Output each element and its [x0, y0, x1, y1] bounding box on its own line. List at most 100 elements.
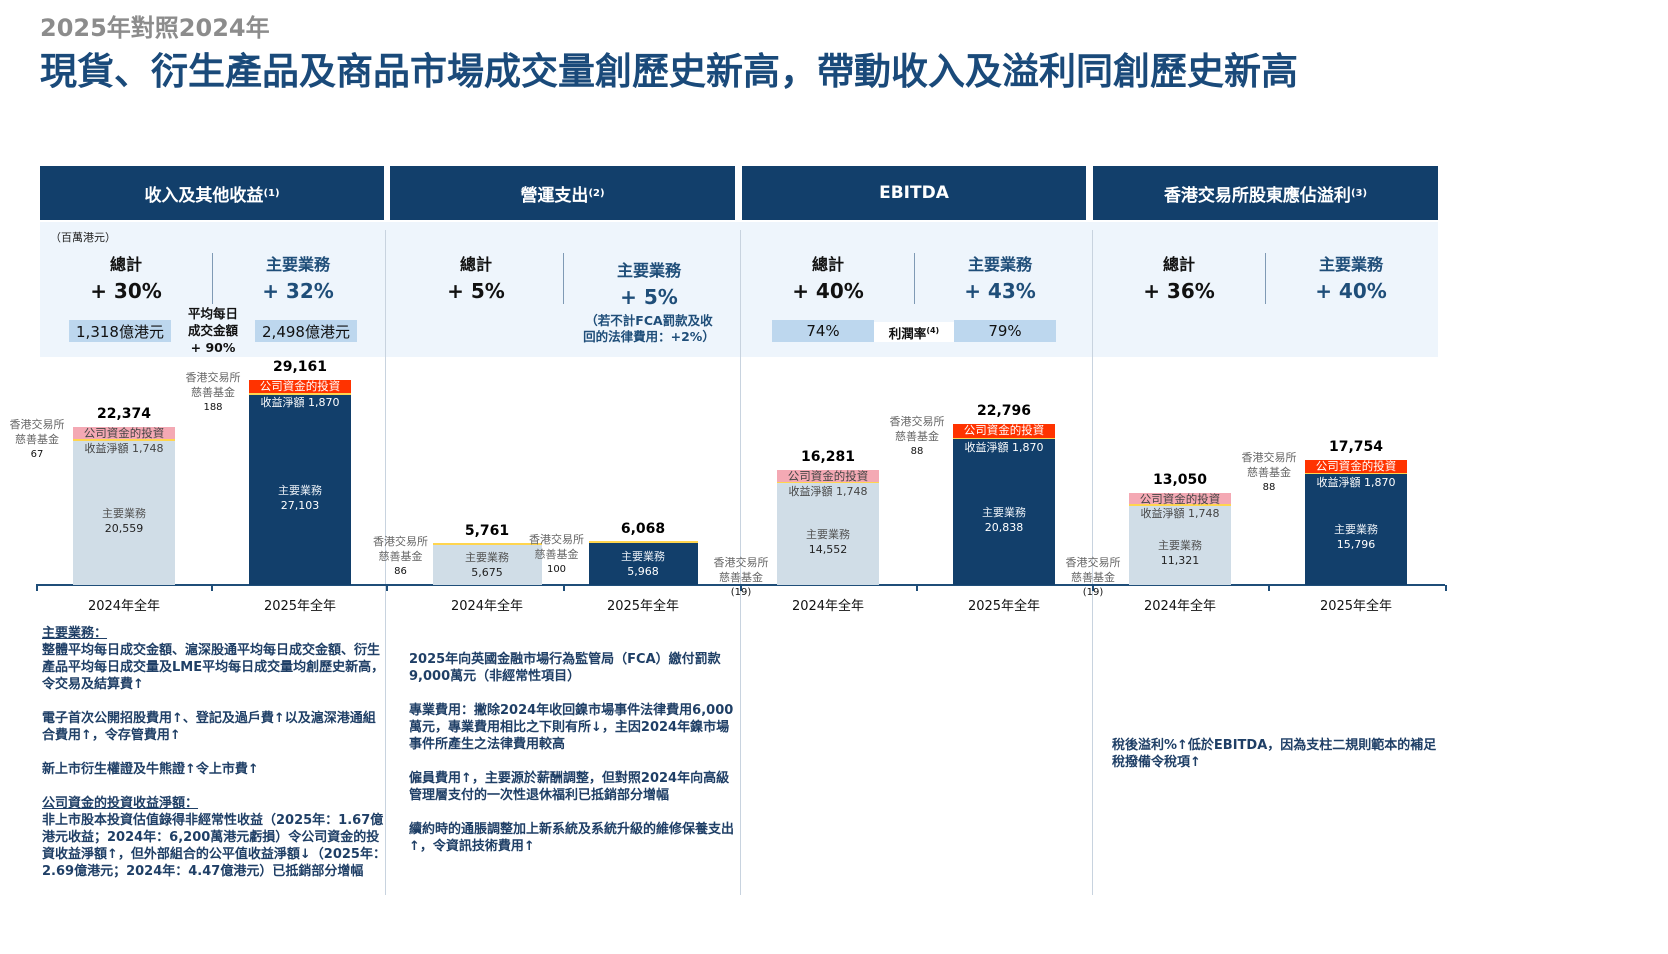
- note-text: 稅後溢利%↑低於EBITDA，因為支柱二規則範本的補足稅撥備令稅項↑: [1112, 738, 1437, 770]
- charity-value: (19): [730, 587, 752, 598]
- axis-tick: [386, 585, 388, 591]
- axis-tick: [36, 585, 38, 591]
- x-tick-label: 2025年全年: [967, 599, 1041, 614]
- investment-value-label: 收益淨額 1,748: [788, 484, 868, 498]
- metric-2024: 1,318億港元: [69, 320, 171, 342]
- bar-investment: [777, 470, 879, 483]
- charity-name: 慈善基金: [895, 430, 939, 444]
- charity-label: 香港交易所 慈善基金 188: [173, 370, 253, 415]
- metric-label-text: 利潤率: [888, 326, 927, 342]
- charity-name: 香港交易所: [713, 556, 769, 569]
- main-business-name: 主要業務: [1334, 523, 1378, 537]
- investment-value-label: 收益淨額 1,748: [84, 442, 164, 456]
- note-text: 新上市衍生權證及牛熊證↑令上市費↑: [42, 762, 259, 777]
- panel-divider: [385, 230, 386, 895]
- investment-label: 公司資金的投資: [1139, 492, 1221, 507]
- total-stat: 總計 + 30%: [41, 251, 211, 303]
- bar-main-business: [1129, 505, 1231, 585]
- panel-header-profit: 香港交易所股東應佔溢利 (3): [1093, 166, 1438, 220]
- x-tick-label: 2025年全年: [1319, 599, 1393, 614]
- note-line: （若不計FCA罰款及收: [585, 313, 713, 328]
- bar-main-business: [73, 440, 175, 585]
- axis-tick: [211, 585, 213, 591]
- charity-name: 慈善基金: [1071, 571, 1115, 584]
- charity-name: 香港交易所: [373, 535, 428, 549]
- charity-name: 慈善基金: [1247, 465, 1291, 479]
- total-value-label: 5,761: [464, 523, 510, 540]
- metric-label: 利潤率(4): [874, 322, 954, 343]
- x-tick-label: 2025年全年: [606, 599, 680, 614]
- metric-2024: 74%: [772, 320, 874, 342]
- charity-label: 香港交易所 慈善基金 88: [1229, 450, 1309, 495]
- total-value-label: 6,068: [620, 521, 666, 538]
- main-business-name: 主要業務: [278, 483, 322, 497]
- metric-label-line: 成交金額: [187, 323, 238, 338]
- charity-value: 188: [203, 402, 223, 414]
- charity-name: 香港交易所: [529, 533, 584, 547]
- bar-investment: [1129, 493, 1231, 506]
- charity-name: 香港交易所: [1241, 450, 1297, 464]
- main-business-label: 主要業務 20,559: [73, 506, 175, 536]
- main-business-value: 20,838: [984, 520, 1024, 534]
- main-business-label: 主要業務 20,838: [953, 505, 1055, 535]
- total-value-label: 16,281: [800, 449, 856, 466]
- main-business-label: 主要業務 15,796: [1305, 522, 1407, 552]
- bar-charity: [777, 481, 879, 484]
- charity-name: 慈善基金: [534, 548, 579, 562]
- total-stat: 總計 + 36%: [1094, 251, 1264, 303]
- panel-title: 營運支出: [520, 185, 589, 206]
- total-label: 總計: [459, 255, 492, 274]
- slide-title: 現貨、衍生產品及商品市場成交量創歷史新高，帶動收入及溢利同創歷史新高: [40, 50, 1298, 93]
- axis-tick: [916, 585, 918, 591]
- investment-value-label: 收益淨額 1,870: [964, 440, 1044, 454]
- bar-main-business: [249, 394, 351, 585]
- note-paragraph: 稅後溢利%↑低於EBITDA，因為支柱二規則範本的補足稅撥備令稅項↑: [1112, 737, 1437, 771]
- axis-tick: [563, 585, 565, 591]
- bar-main-business: [432, 545, 542, 585]
- main-label: 主要業務: [1318, 255, 1383, 274]
- main-stat: 主要業務 + 43%: [915, 251, 1085, 303]
- main-business-name: 主要業務: [465, 551, 509, 565]
- footnote-ref: (1): [263, 187, 280, 199]
- investment-value-label: 收益淨額 1,870: [1316, 475, 1396, 489]
- charity-value: 88: [1262, 481, 1276, 493]
- stat-divider: [563, 253, 564, 304]
- main-business-value: 27,103: [280, 498, 320, 512]
- main-business-value: 11,321: [1160, 554, 1200, 568]
- footnote-ref: (3): [1350, 187, 1368, 199]
- main-change: + 40%: [1315, 279, 1387, 303]
- investment-value-label: 收益淨額 1,748: [1140, 507, 1220, 521]
- note-line: 回的法律費用：+2%）: [583, 329, 715, 344]
- main-label: 主要業務: [967, 255, 1032, 274]
- bar-charity: [249, 393, 351, 395]
- charity-value: 67: [30, 449, 44, 461]
- panel-title: EBITDA: [879, 183, 949, 203]
- stat-divider: [914, 253, 915, 304]
- slide-subtitle: 2025年對照2024年: [40, 14, 270, 42]
- bar-main-business: [588, 543, 698, 585]
- charity-name: 慈善基金: [15, 433, 59, 447]
- total-value-label: 13,050: [1152, 472, 1208, 489]
- x-tick-label: 2024年全年: [791, 599, 865, 614]
- charity-value: 88: [910, 446, 924, 458]
- note-text: 續約時的通脹調整加上新系統及系統升級的維修保養支出↑，令資訊技術費用↑: [409, 822, 735, 854]
- total-value-label: 22,374: [96, 406, 152, 423]
- metric-label: 平均每日 成交金額 + 90%: [171, 305, 255, 356]
- bar-charity: [1305, 472, 1407, 475]
- charity-name: 香港交易所: [9, 418, 65, 432]
- panel-header-revenue: 收入及其他收益 (1): [40, 166, 384, 220]
- note-paragraph: 專業費用：撇除2024年收回鎳市場事件法律費用6,000萬元，專業費用相比之下則…: [409, 702, 734, 753]
- x-tick-label: 2024年全年: [450, 599, 524, 614]
- note-paragraph: 電子首次公開招股費用↑、登記及過戶費↑以及滬深港通組合費用↑，令存管費用↑: [42, 710, 387, 744]
- bar-main-business: [1305, 473, 1407, 585]
- investment-value-label: 收益淨額 1,870: [260, 396, 340, 410]
- bar-investment: [73, 427, 175, 440]
- footnote-ref: (2): [588, 187, 605, 199]
- total-label: 總計: [811, 255, 844, 274]
- main-business-value: 14,552: [808, 542, 848, 556]
- axis-tick: [740, 585, 742, 591]
- bar-investment: [249, 380, 351, 394]
- charity-label: 香港交易所 慈善基金 88: [877, 414, 957, 459]
- charity-label: 香港交易所 慈善基金 67: [0, 417, 77, 462]
- panel-header-opex: 營運支出 (2): [390, 166, 735, 220]
